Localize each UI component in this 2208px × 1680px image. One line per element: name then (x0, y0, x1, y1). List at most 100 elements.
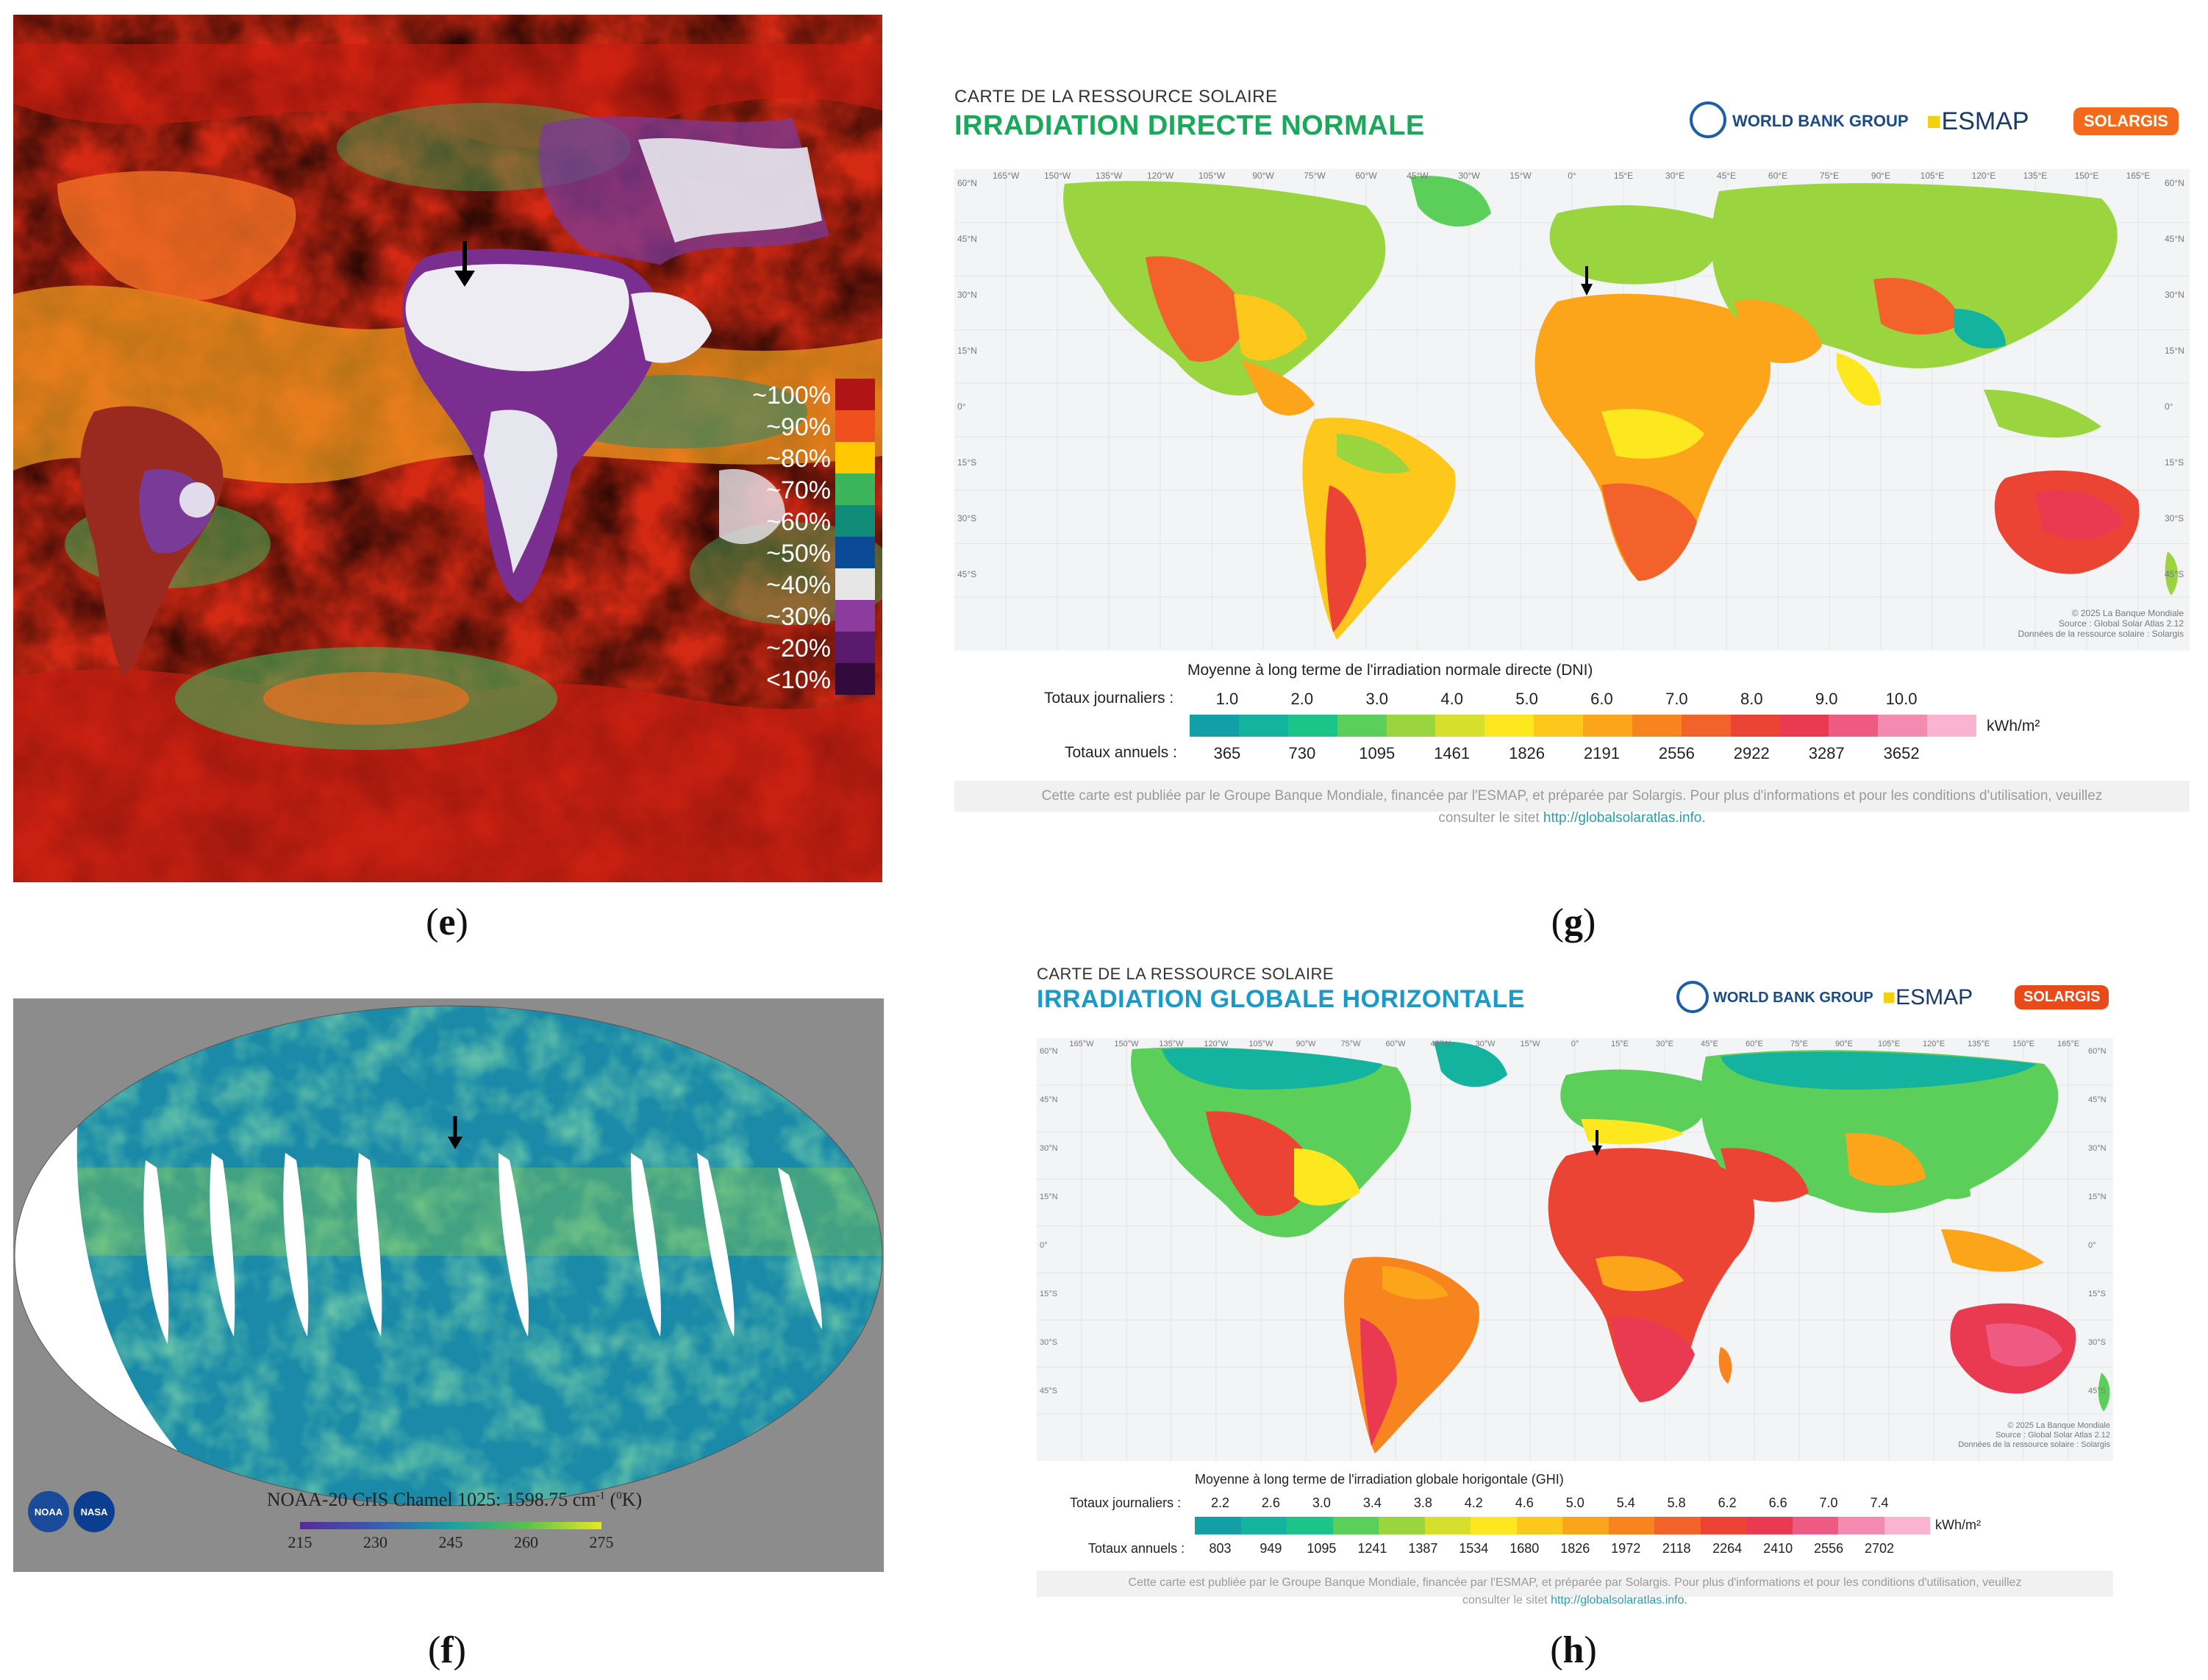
annual-value: 1972 (1611, 1541, 1641, 1556)
longitude-label: 135°W (1096, 171, 1123, 181)
latitude-label: 0° (2088, 1241, 2096, 1250)
copyright-credit: © 2025 La Banque Mondiale Source : Global… (1958, 1421, 2110, 1449)
daily-value: 6.0 (1590, 690, 1613, 708)
longitude-label: 90°W (1252, 171, 1274, 181)
latitude-label: 30°N (957, 290, 977, 300)
annual-value: 3652 (1883, 744, 1920, 762)
location-arrow-icon (1592, 1130, 1602, 1156)
daily-value: 10.0 (1885, 690, 1918, 708)
annual-value: 1095 (1307, 1541, 1337, 1556)
legend-label: <10% (766, 666, 831, 694)
longitude-label: 150°E (2074, 171, 2099, 181)
latitude-label: 0° (957, 401, 966, 412)
legend-label: ~40% (766, 571, 831, 599)
colorbar-segment (1386, 715, 1436, 737)
annual-value: 949 (1260, 1541, 1282, 1556)
footer-link[interactable]: http://globalsolaratlas.info. (1551, 1594, 1687, 1606)
legend-entry: ~40% (735, 568, 875, 600)
longitude-label: 105°W (1248, 1040, 1273, 1048)
solargis-logo: SOLARGIS (2015, 985, 2109, 1009)
daily-value: 7.0 (1665, 690, 1688, 708)
legend-swatch (835, 379, 875, 410)
location-arrow-icon (448, 1116, 462, 1149)
footer-link[interactable]: http://globalsolaratlas.info. (1543, 810, 1706, 826)
annual-value: 2118 (1662, 1541, 1691, 1556)
latitude-label: 15°S (2088, 1290, 2106, 1298)
longitude-label: 60°W (1355, 171, 1377, 181)
daily-value: 5.0 (1515, 690, 1538, 708)
daily-value: 6.6 (1768, 1495, 1787, 1510)
colorbar-segment (1838, 1517, 1884, 1534)
cris-brightness-map (14, 1005, 883, 1529)
colorbar-segment (1562, 1517, 1609, 1534)
colorbar-tick-label: 230 (363, 1533, 387, 1551)
longitude-label: 30°W (1475, 1040, 1496, 1048)
world-bank-logo (1690, 101, 1726, 138)
colorbar-segment (1681, 715, 1731, 737)
atlas-title: IRRADIATION GLOBALE HORIZONTALE (1037, 985, 1525, 1013)
longitude-label: 0° (1571, 1040, 1579, 1048)
colorbar-tick-label: 245 (438, 1533, 463, 1551)
annual-value: 803 (1209, 1541, 1232, 1556)
legend-label: ~80% (766, 445, 831, 473)
longitude-label: 150°W (1044, 171, 1071, 181)
longitude-label: 105°E (1920, 171, 1945, 181)
daily-totals-label: Totaux journaliers : (1070, 1495, 1182, 1510)
esmap-logo: ■ESMAP (1926, 107, 2029, 135)
annual-value: 1826 (1509, 744, 1546, 762)
longitude-label: 75°W (1340, 1040, 1361, 1048)
world-bank-label: WORLD BANK GROUP (1713, 990, 1873, 1006)
legend-entry: ~30% (735, 600, 875, 632)
colorbar-tick-label: 260 (514, 1533, 538, 1551)
longitude-label: 135°W (1159, 1040, 1184, 1048)
longitude-label: 0° (1568, 171, 1576, 181)
colorbar-tick-label: 215 (287, 1533, 312, 1551)
longitude-label: 135°E (1967, 1040, 1990, 1048)
daily-totals-label: Totaux journaliers : (1044, 690, 1174, 707)
colorbar-segment (1471, 1517, 1517, 1534)
longitude-label: 165°E (2126, 171, 2151, 181)
longitude-label: 105°W (1198, 171, 1226, 181)
annual-value: 730 (1288, 744, 1316, 762)
longitude-label: 75°W (1304, 171, 1326, 181)
annual-value: 2556 (1658, 744, 1695, 762)
footer-link-line: consulter le sitet http://globalsolaratl… (1462, 1594, 1687, 1606)
colorbar-segment (1779, 715, 1829, 737)
dni-colorbar (1190, 715, 1976, 737)
longitude-label: 120°E (1922, 1040, 1946, 1048)
longitude-label: 75°E (1819, 171, 1840, 181)
latitude-label: 30°S (1040, 1338, 1057, 1347)
colorbar-segment (1287, 1517, 1333, 1534)
daily-value: 5.4 (1616, 1495, 1635, 1510)
legend-swatch (835, 632, 875, 663)
annual-value: 2556 (1814, 1541, 1844, 1556)
annual-value: 1241 (1357, 1541, 1387, 1556)
longitude-label: 120°W (1147, 171, 1174, 181)
daily-value: 1.0 (1215, 690, 1239, 708)
caption-h: (h) (1550, 1629, 1597, 1671)
noaa-logo: NOAA (28, 1491, 69, 1532)
colorbar-segment (1878, 715, 1928, 737)
colorbar-segment (1287, 715, 1337, 737)
footer-link-line: consulter le sitet http://globalsolaratl… (1438, 810, 1706, 826)
longitude-label: 105°E (1877, 1040, 1901, 1048)
daily-value: 4.6 (1515, 1495, 1534, 1510)
daily-value: 6.2 (1718, 1495, 1737, 1510)
latitude-label: 45°N (2165, 234, 2184, 244)
colorbar-segment (1435, 715, 1485, 737)
ghi-map (1037, 1038, 2113, 1461)
colorbar-segment (1190, 715, 1239, 737)
world-bank-label: WORLD BANK GROUP (1732, 112, 1909, 130)
latitude-label: 15°N (957, 346, 977, 356)
daily-value: 7.4 (1870, 1495, 1889, 1510)
colorbar-title: NOAA-20 CrIS Chamel 1025: 1598.75 cm-1 (… (266, 1489, 643, 1510)
latitude-label: 45°N (957, 234, 977, 244)
legend-swatch (835, 600, 875, 632)
longitude-label: 30°E (1656, 1040, 1673, 1048)
footer-note: Cette carte est publiée par le Groupe Ba… (1128, 1576, 2022, 1589)
longitude-label: 150°W (1114, 1040, 1139, 1048)
daily-value: 4.2 (1464, 1495, 1483, 1510)
annual-value: 1095 (1359, 744, 1396, 762)
daily-value: 3.8 (1413, 1495, 1432, 1510)
daily-value: 3.4 (1362, 1495, 1382, 1510)
